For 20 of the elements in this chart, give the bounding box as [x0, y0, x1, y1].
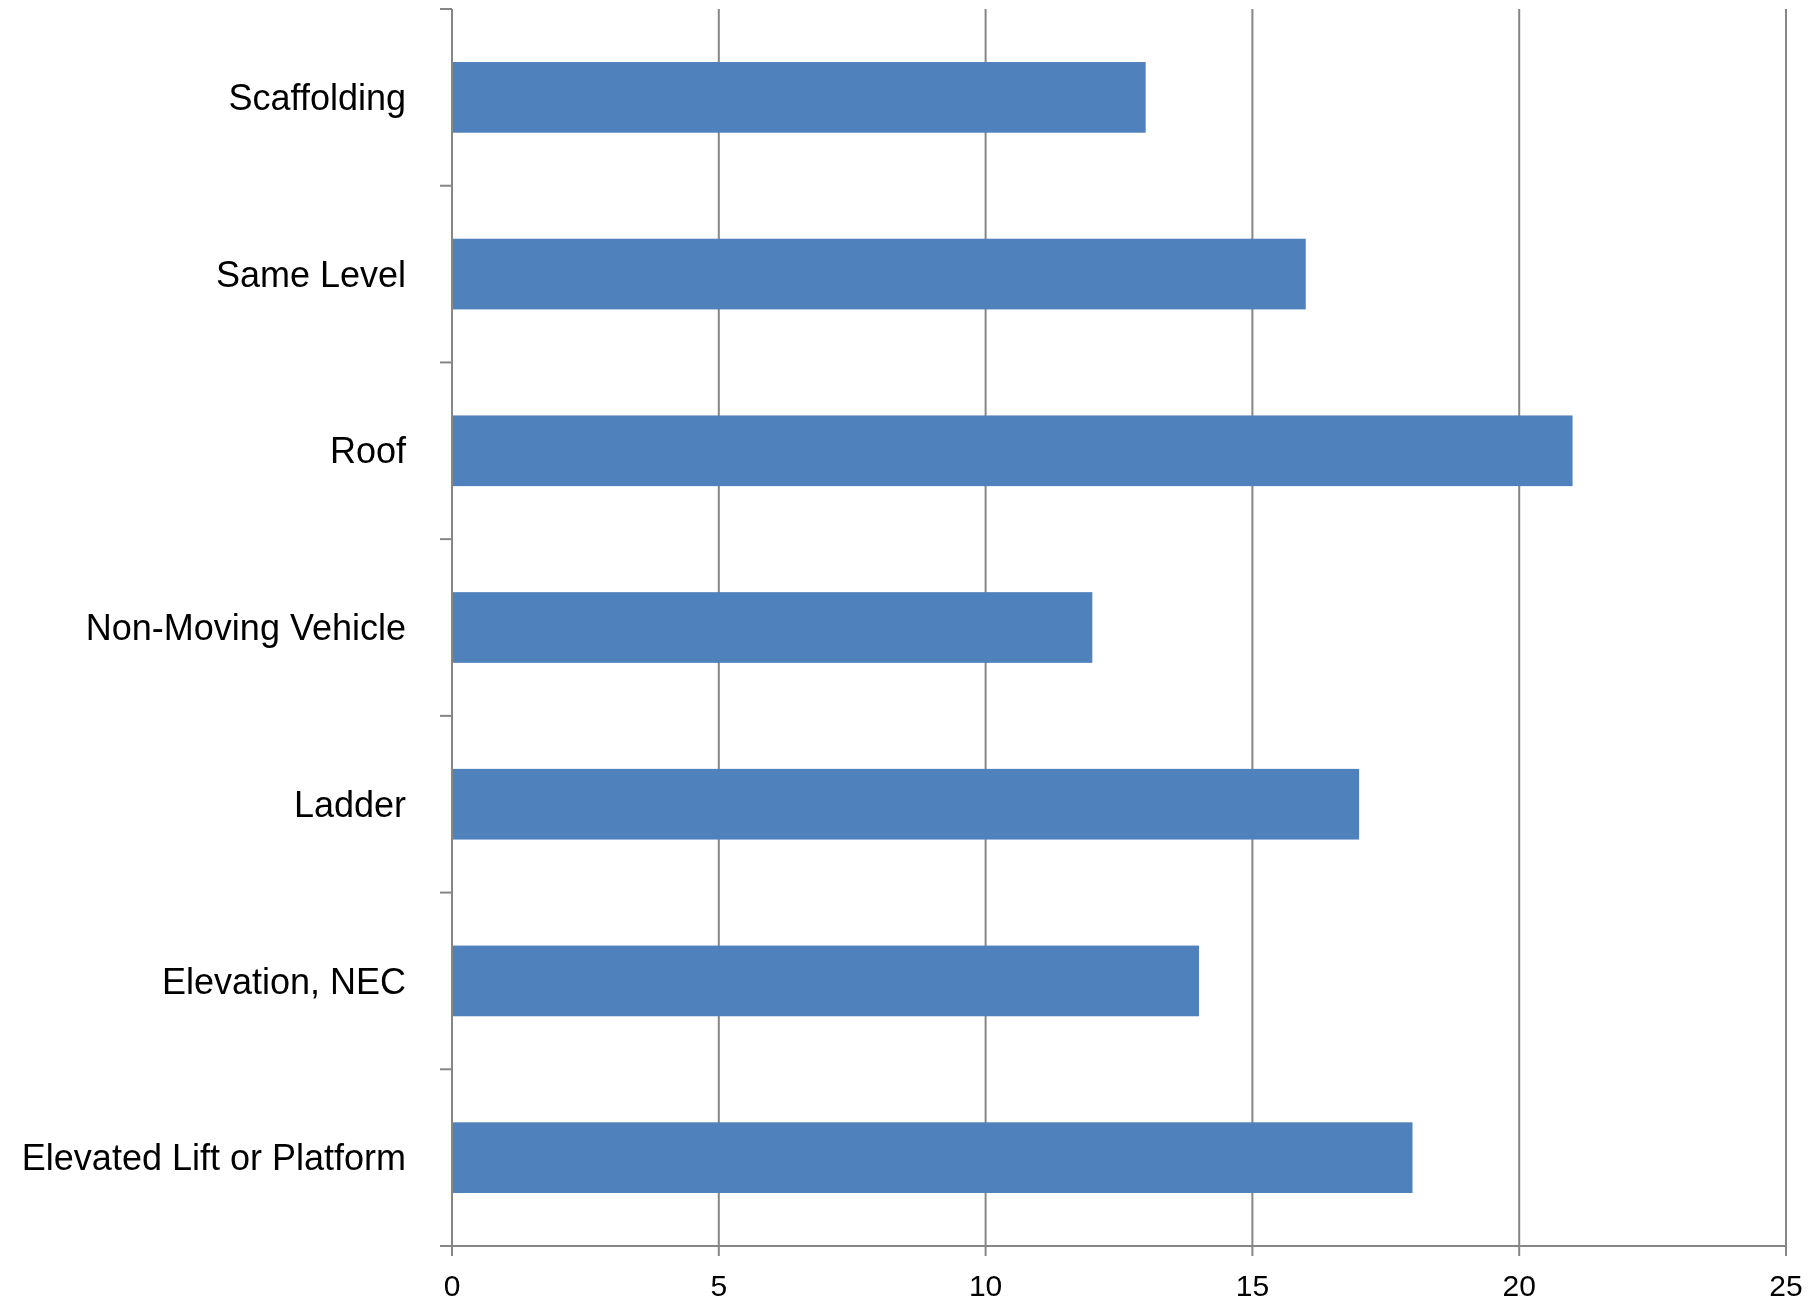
y-tick-label: Non-Moving Vehicle [85, 607, 406, 649]
y-tick-label: Ladder [293, 783, 406, 825]
bar [452, 238, 1306, 310]
y-tick-label: Roof [329, 430, 407, 472]
x-tick-label: 15 [1235, 1269, 1270, 1302]
bar [452, 592, 1093, 663]
x-tick-label: 5 [710, 1269, 728, 1302]
bar [452, 768, 1360, 840]
x-tick-label: 0 [443, 1269, 461, 1302]
y-tick-label: Elevated Lift or Platform [21, 1137, 406, 1179]
y-tick-label: Same Level [215, 253, 406, 295]
y-tick-label: Elevation, NEC [161, 960, 406, 1002]
y-tick-label: Scaffolding [228, 76, 406, 118]
bar [452, 62, 1146, 133]
bar [452, 945, 1200, 1017]
x-tick-label: 20 [1502, 1269, 1536, 1302]
x-tick-label: 25 [1769, 1269, 1803, 1302]
bar [452, 415, 1573, 487]
bar [452, 1122, 1413, 1193]
x-tick-label: 10 [968, 1269, 1003, 1302]
